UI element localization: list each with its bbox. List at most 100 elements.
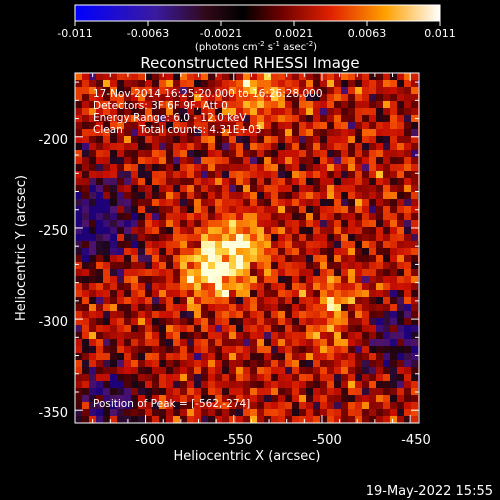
heatmap-cell	[117, 332, 125, 340]
heatmap-cell	[397, 332, 405, 340]
heatmap-cell	[257, 248, 265, 256]
heatmap-cell	[411, 101, 419, 109]
heatmap-cell	[89, 87, 97, 95]
heatmap-cell	[320, 73, 328, 81]
heatmap-cell	[264, 206, 272, 214]
heatmap-cell	[250, 276, 258, 284]
heatmap-cell	[320, 115, 328, 123]
heatmap-cell	[355, 409, 363, 417]
heatmap-cell	[82, 73, 90, 81]
heatmap-cell	[180, 339, 188, 347]
heatmap-cell	[299, 318, 307, 326]
heatmap-cell	[341, 332, 349, 340]
heatmap-cell	[75, 255, 83, 263]
heatmap-cell	[411, 367, 419, 375]
heatmap-cell	[411, 129, 419, 137]
heatmap-cell	[138, 122, 146, 130]
heatmap-cell	[383, 297, 391, 305]
heatmap-cell	[180, 304, 188, 312]
heatmap-cell	[103, 234, 111, 242]
heatmap-cell	[82, 94, 90, 102]
heatmap-cell	[110, 255, 118, 263]
heatmap-cell	[208, 402, 216, 410]
heatmap-cell	[236, 185, 244, 193]
heatmap-cell	[278, 276, 286, 284]
heatmap-cell	[243, 206, 251, 214]
heatmap-cell	[180, 171, 188, 179]
heatmap-cell	[124, 227, 132, 235]
heatmap-cell	[404, 199, 412, 207]
heatmap-cell	[208, 157, 216, 165]
heatmap-cell	[404, 311, 412, 319]
heatmap-cell	[362, 171, 370, 179]
heatmap-cell	[404, 101, 412, 109]
heatmap-cell	[292, 262, 300, 270]
heatmap-cell	[110, 262, 118, 270]
heatmap-cell	[236, 80, 244, 88]
heatmap-cell	[362, 241, 370, 249]
heatmap-cell	[229, 94, 237, 102]
heatmap-cell	[383, 199, 391, 207]
heatmap-cell	[348, 290, 356, 298]
heatmap-cell	[236, 332, 244, 340]
heatmap-cell	[383, 374, 391, 382]
heatmap-cell	[369, 395, 377, 403]
heatmap-cell	[320, 325, 328, 333]
heatmap-cell	[299, 206, 307, 214]
heatmap-cell	[222, 94, 230, 102]
heatmap-cell	[117, 255, 125, 263]
heatmap-cell	[159, 374, 167, 382]
heatmap-cell	[250, 262, 258, 270]
heatmap-cell	[208, 87, 216, 95]
heatmap-cell	[229, 311, 237, 319]
heatmap-cell	[362, 409, 370, 417]
heatmap-cell	[222, 402, 230, 410]
heatmap-cell	[404, 80, 412, 88]
heatmap-cell	[390, 248, 398, 256]
heatmap-cell	[75, 360, 83, 368]
heatmap-cell	[411, 241, 419, 249]
heatmap-cell	[327, 150, 335, 158]
heatmap-cell	[89, 101, 97, 109]
heatmap-cell	[103, 353, 111, 361]
heatmap-cell	[397, 269, 405, 277]
heatmap-cell	[82, 374, 90, 382]
heatmap-cell	[341, 255, 349, 263]
heatmap-cell	[250, 199, 258, 207]
heatmap-cell	[390, 395, 398, 403]
heatmap-cell	[180, 234, 188, 242]
heatmap-cell	[397, 150, 405, 158]
heatmap-cell	[187, 262, 195, 270]
heatmap-cell	[110, 122, 118, 130]
heatmap-cell	[208, 122, 216, 130]
heatmap-cell	[124, 143, 132, 151]
heatmap-cell	[369, 227, 377, 235]
heatmap-cell	[117, 283, 125, 291]
heatmap-cell	[131, 94, 139, 102]
heatmap-cell	[313, 360, 321, 368]
heatmap-cell	[96, 339, 104, 347]
heatmap-cell	[152, 416, 160, 423]
heatmap-cell	[166, 255, 174, 263]
heatmap-cell	[194, 87, 202, 95]
heatmap-cell	[96, 283, 104, 291]
heatmap-cell	[257, 374, 265, 382]
heatmap-cell	[383, 206, 391, 214]
heatmap-cell	[159, 388, 167, 396]
heatmap-cell	[194, 150, 202, 158]
heatmap-cell	[355, 276, 363, 284]
heatmap-cell	[117, 325, 125, 333]
heatmap-cell	[341, 402, 349, 410]
heatmap-cell	[341, 115, 349, 123]
heatmap-cell	[355, 367, 363, 375]
heatmap-cell	[376, 164, 384, 172]
heatmap-cell	[348, 353, 356, 361]
heatmap-cell	[194, 325, 202, 333]
heatmap-cell	[397, 143, 405, 151]
heatmap-cell	[257, 346, 265, 354]
heatmap-cell	[278, 297, 286, 305]
heatmap-cell	[89, 143, 97, 151]
heatmap-cell	[229, 346, 237, 354]
heatmap-cell	[313, 206, 321, 214]
heatmap-cell	[376, 346, 384, 354]
